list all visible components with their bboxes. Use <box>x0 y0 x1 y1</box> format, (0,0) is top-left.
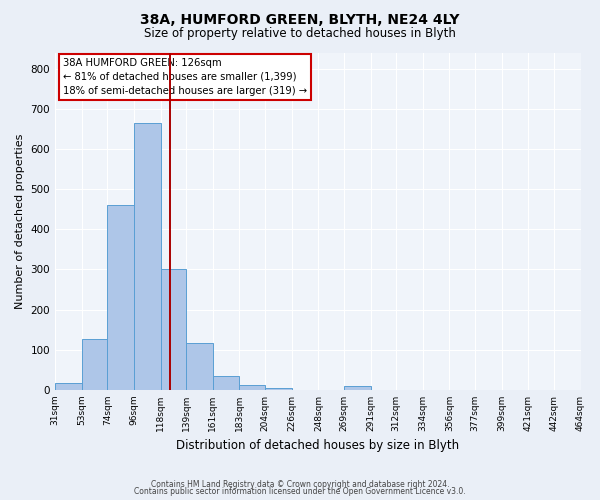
Bar <box>239 384 265 390</box>
Bar <box>107 205 134 390</box>
Bar <box>82 339 107 390</box>
Text: 38A, HUMFORD GREEN, BLYTH, NE24 4LY: 38A, HUMFORD GREEN, BLYTH, NE24 4LY <box>140 12 460 26</box>
Bar <box>55 382 82 390</box>
Bar <box>161 270 186 390</box>
X-axis label: Distribution of detached houses by size in Blyth: Distribution of detached houses by size … <box>176 440 460 452</box>
Bar <box>186 343 213 390</box>
Text: Contains HM Land Registry data © Crown copyright and database right 2024.: Contains HM Land Registry data © Crown c… <box>151 480 449 489</box>
Text: Contains public sector information licensed under the Open Government Licence v3: Contains public sector information licen… <box>134 488 466 496</box>
Bar <box>213 376 239 390</box>
Bar <box>344 386 371 390</box>
Text: 38A HUMFORD GREEN: 126sqm
← 81% of detached houses are smaller (1,399)
18% of se: 38A HUMFORD GREEN: 126sqm ← 81% of detac… <box>63 58 307 96</box>
Bar <box>265 388 292 390</box>
Text: Size of property relative to detached houses in Blyth: Size of property relative to detached ho… <box>144 28 456 40</box>
Y-axis label: Number of detached properties: Number of detached properties <box>15 134 25 309</box>
Bar <box>134 123 161 390</box>
